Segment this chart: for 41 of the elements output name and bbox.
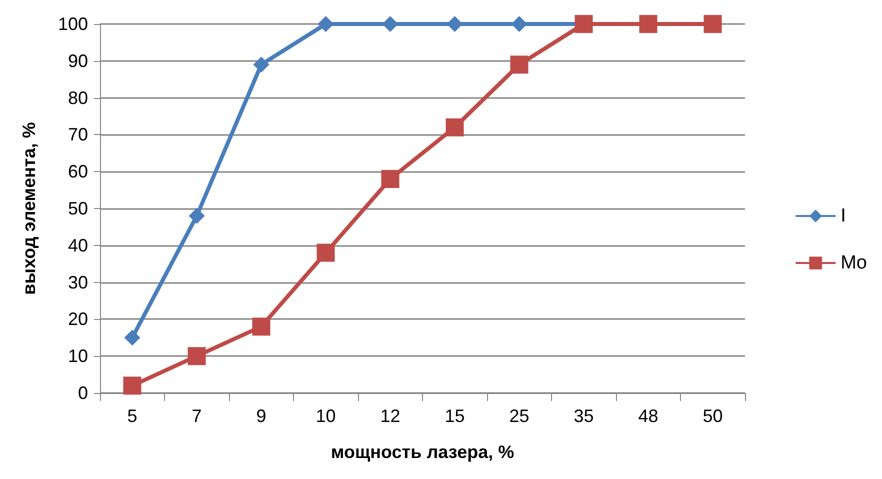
point (511, 16, 528, 32)
point (446, 118, 464, 136)
point (639, 15, 658, 33)
y-tick-label: 50 (68, 198, 88, 218)
y-tick-label: 0 (78, 383, 88, 403)
x-tick-label: 15 (444, 406, 465, 426)
legend-label: Mo (840, 252, 868, 274)
point (253, 56, 270, 73)
y-tick-label: 40 (68, 235, 88, 256)
x-tick-label: 48 (638, 406, 658, 426)
y-tick-label: 30 (68, 272, 88, 292)
x-tick-label: 5 (127, 406, 138, 426)
point (446, 16, 463, 32)
y-tick-label: 10 (68, 346, 88, 366)
point (381, 170, 400, 188)
point (704, 15, 722, 33)
point (510, 56, 528, 74)
point (318, 16, 334, 32)
point (124, 330, 140, 346)
y-tick-label: 20 (68, 309, 88, 330)
y-tick-label: 80 (68, 88, 88, 108)
x-tick-label: 10 (316, 406, 336, 426)
x-tick-label: 50 (702, 406, 723, 426)
point (382, 16, 398, 32)
y-axis-title: выход элемента, % (19, 122, 39, 295)
x-tick-label: 25 (509, 406, 530, 426)
point (188, 347, 206, 366)
y-tick-label: 60 (68, 162, 88, 182)
x-tick-label: 12 (380, 406, 400, 426)
point (316, 244, 335, 262)
legend-label: I (840, 206, 846, 226)
point (123, 376, 142, 395)
point (252, 318, 270, 336)
y-tick-label: 70 (68, 124, 88, 145)
y-tick-label: 100 (58, 14, 88, 34)
x-tick-label: 35 (574, 406, 594, 426)
x-tick-label: 9 (256, 406, 266, 426)
point (188, 208, 205, 224)
x-tick-label: 7 (192, 406, 202, 426)
x-axis-title: мощность лазера, % (330, 442, 514, 462)
y-tick-label: 90 (68, 50, 88, 71)
